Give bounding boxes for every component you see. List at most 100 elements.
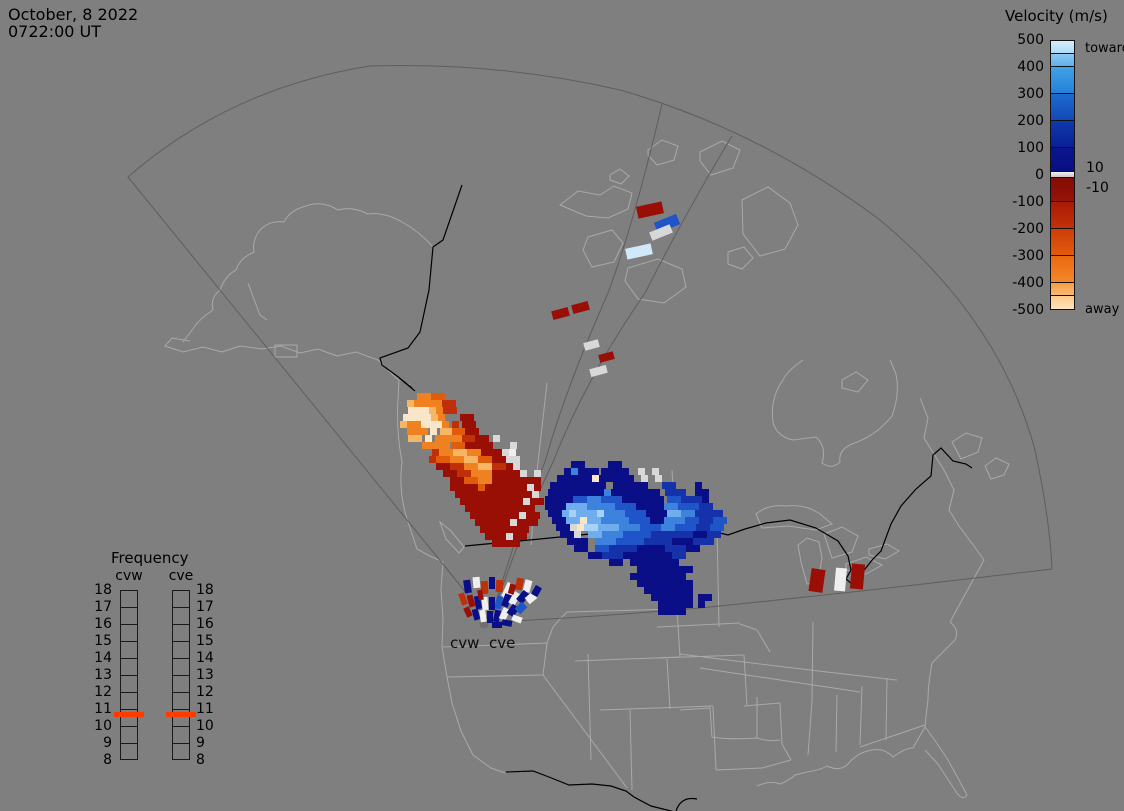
velocity-cell <box>460 498 523 505</box>
velocity-cell <box>462 421 476 428</box>
velocity-cell <box>576 510 597 517</box>
frequency-marker-cve <box>166 712 196 717</box>
velocity-cell <box>442 400 456 407</box>
frequency-box-divider <box>173 624 189 625</box>
velocity-cell <box>429 456 436 463</box>
velocity-cell-near-site <box>501 619 513 627</box>
velocity-cell <box>681 496 702 503</box>
colorbar-tick-label: -300 <box>1012 248 1044 264</box>
timestamp-time: 0722:00 UT <box>8 22 102 41</box>
velocity-cell <box>599 475 634 482</box>
velocity-cell <box>655 475 662 482</box>
velocity-cell <box>625 510 646 517</box>
velocity-cell <box>556 524 570 531</box>
map-site-label-cvw: cvw <box>450 634 480 652</box>
velocity-cell <box>436 456 450 463</box>
colorbar-segment <box>1050 148 1075 173</box>
velocity-cell <box>665 489 686 496</box>
frequency-box-divider <box>173 675 189 676</box>
velocity-cell <box>471 470 492 477</box>
colorbar-segment <box>1050 121 1075 148</box>
velocity-cell-far <box>589 364 608 378</box>
velocity-cell <box>581 538 588 545</box>
velocity-legend-title: Velocity (m/s) <box>1005 7 1108 25</box>
velocity-cell <box>443 407 457 414</box>
velocity-cell <box>492 463 506 470</box>
velocity-cell <box>526 512 540 519</box>
velocity-cell <box>429 407 436 414</box>
velocity-cell <box>580 517 587 524</box>
colorbar-segment <box>1050 53 1075 67</box>
velocity-cell <box>417 393 431 400</box>
velocity-cell <box>548 489 604 496</box>
velocity-cell <box>651 531 672 538</box>
velocity-cell <box>475 435 489 442</box>
velocity-cell <box>646 510 667 517</box>
velocity-cell <box>570 524 577 531</box>
velocity-cell <box>601 517 629 524</box>
velocity-cell <box>637 545 665 552</box>
velocity-cell <box>623 552 651 559</box>
frequency-tick-label-left: 11 <box>94 701 112 717</box>
velocity-cell <box>506 463 513 470</box>
colorbar-tick-label: 100 <box>1017 140 1044 156</box>
velocity-cell <box>638 468 645 475</box>
velocity-cell <box>658 608 686 615</box>
velocity-cell <box>452 442 466 449</box>
velocity-cell <box>707 531 721 538</box>
velocity-cell <box>650 517 664 524</box>
velocity-cell <box>439 449 453 456</box>
frequency-tick-label-right: 11 <box>196 701 214 717</box>
frequency-scale-cvw <box>120 590 138 760</box>
frequency-column-cve: cve <box>168 568 194 584</box>
velocity-cell <box>672 552 686 559</box>
frequency-box-divider <box>121 692 137 693</box>
toward-label: toward <box>1085 41 1124 56</box>
velocity-cell <box>534 470 541 477</box>
velocity-cell <box>532 491 539 498</box>
frequency-tick-label-left: 14 <box>94 650 112 666</box>
neg-threshold-label: -10 <box>1086 180 1109 196</box>
colorbar-segment <box>1050 282 1075 297</box>
frequency-tick-label-right: 16 <box>196 616 214 632</box>
velocity-cell <box>453 449 467 456</box>
frequency-box-divider <box>121 658 137 659</box>
velocity-cell-far <box>571 300 590 315</box>
velocity-cell <box>588 531 602 538</box>
velocity-cell <box>595 545 609 552</box>
velocity-cell <box>407 421 421 428</box>
velocity-cell <box>658 601 693 608</box>
colorbar-segment <box>1050 201 1075 229</box>
colorbar-tick-label: 300 <box>1017 86 1044 102</box>
velocity-cell <box>400 421 407 428</box>
velocity-cell <box>407 400 414 407</box>
velocity-cell <box>552 517 566 524</box>
frequency-tick-label-left: 9 <box>103 735 112 751</box>
velocity-cell-near-site <box>463 579 472 594</box>
velocity-cell <box>560 531 574 538</box>
velocity-cell-far <box>834 567 847 592</box>
velocity-cell <box>609 545 637 552</box>
velocity-cell <box>661 524 675 531</box>
frequency-box-divider <box>173 692 189 693</box>
velocity-cell-far <box>583 339 600 351</box>
frequency-tick-label-right: 14 <box>196 650 214 666</box>
velocity-cell <box>619 524 640 531</box>
velocity-cell <box>450 484 478 491</box>
velocity-cell <box>485 484 527 491</box>
velocity-cell <box>702 496 709 503</box>
velocity-cell <box>679 566 693 573</box>
velocity-cell <box>678 503 699 510</box>
velocity-cell <box>675 524 696 531</box>
velocity-cell-far <box>598 351 615 363</box>
velocity-cell <box>608 461 622 468</box>
velocity-cell <box>587 517 601 524</box>
velocity-cell <box>534 484 541 491</box>
velocity-cell <box>443 470 457 477</box>
velocity-cell-far <box>551 306 570 321</box>
velocity-cell <box>695 510 716 517</box>
velocity-cell <box>696 524 710 531</box>
velocity-cell <box>465 442 493 449</box>
country-borders <box>379 184 973 811</box>
